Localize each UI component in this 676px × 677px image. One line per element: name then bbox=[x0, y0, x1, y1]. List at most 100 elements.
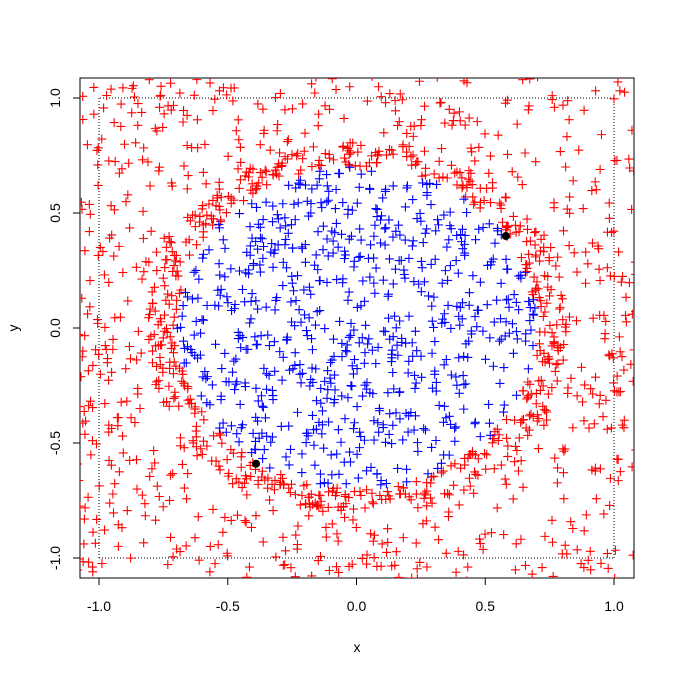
data-point-outer bbox=[532, 410, 542, 420]
data-point-inner bbox=[341, 479, 351, 489]
data-point-outer bbox=[421, 516, 431, 526]
data-point-inner bbox=[443, 275, 453, 285]
data-point-outer bbox=[465, 481, 475, 491]
data-point-outer bbox=[199, 415, 209, 425]
data-point-outer bbox=[104, 455, 114, 465]
data-point-outer bbox=[93, 250, 103, 260]
data-point-inner bbox=[380, 186, 390, 196]
data-point-outer bbox=[153, 320, 163, 330]
data-point-inner bbox=[373, 418, 383, 428]
data-point-outer bbox=[207, 214, 217, 224]
data-point-inner bbox=[412, 214, 422, 224]
data-point-outer bbox=[161, 324, 171, 334]
data-point-inner bbox=[453, 268, 463, 278]
data-point-outer bbox=[168, 369, 178, 379]
data-point-outer bbox=[555, 147, 565, 157]
data-point-outer bbox=[167, 291, 177, 301]
data-point-outer bbox=[345, 138, 355, 148]
data-point-inner bbox=[363, 253, 373, 263]
data-point-outer bbox=[456, 463, 466, 473]
data-point-outer bbox=[83, 309, 93, 319]
data-point-inner bbox=[329, 351, 339, 361]
data-point-inner bbox=[324, 186, 334, 196]
data-point-outer bbox=[542, 298, 552, 308]
data-point-outer bbox=[429, 169, 439, 179]
data-point-outer bbox=[402, 152, 412, 162]
data-point-outer bbox=[138, 206, 148, 216]
data-point-inner bbox=[427, 316, 437, 326]
data-point-outer bbox=[80, 503, 90, 513]
data-point-outer bbox=[80, 479, 84, 482]
data-point-inner bbox=[337, 352, 347, 362]
data-point-inner bbox=[347, 205, 357, 215]
data-point-inner bbox=[369, 231, 379, 241]
data-point-outer bbox=[340, 491, 350, 501]
data-point-outer bbox=[609, 94, 619, 104]
data-point-inner bbox=[512, 390, 522, 400]
data-point-outer bbox=[629, 166, 634, 176]
data-point-outer bbox=[104, 156, 114, 166]
data-point-outer bbox=[158, 502, 168, 512]
data-point-inner bbox=[297, 368, 307, 378]
data-point-outer bbox=[356, 140, 366, 150]
data-point-outer bbox=[284, 483, 294, 493]
data-point-inner bbox=[507, 319, 517, 329]
data-point-outer bbox=[419, 146, 429, 156]
data-point-inner bbox=[397, 333, 407, 343]
data-point-outer bbox=[534, 339, 544, 349]
data-point-outer bbox=[412, 573, 422, 578]
data-point-outer bbox=[614, 332, 624, 342]
data-point-outer bbox=[151, 380, 161, 390]
data-point-outer bbox=[397, 95, 407, 105]
data-point-inner bbox=[383, 289, 393, 299]
data-point-outer bbox=[110, 313, 120, 323]
data-point-outer bbox=[579, 416, 589, 426]
data-point-outer bbox=[500, 192, 510, 202]
data-point-outer bbox=[141, 257, 151, 267]
data-point-outer bbox=[434, 156, 444, 166]
data-point-outer bbox=[177, 376, 187, 386]
data-point-outer bbox=[546, 243, 556, 253]
data-point-outer bbox=[484, 168, 494, 178]
data-point-outer bbox=[108, 344, 118, 354]
data-point-inner bbox=[514, 305, 524, 315]
data-point-outer bbox=[562, 132, 572, 142]
data-point-outer bbox=[93, 180, 103, 190]
data-point-inner bbox=[247, 199, 257, 209]
data-point-outer bbox=[522, 394, 532, 404]
data-point-inner bbox=[484, 399, 494, 409]
data-point-inner bbox=[270, 305, 280, 315]
data-point-inner bbox=[251, 383, 261, 393]
data-point-outer bbox=[246, 522, 256, 532]
data-point-inner bbox=[373, 342, 383, 352]
data-point-inner bbox=[378, 193, 388, 203]
data-point-outer bbox=[137, 490, 147, 500]
data-point-inner bbox=[244, 265, 254, 275]
data-point-inner bbox=[446, 323, 456, 333]
data-point-outer bbox=[107, 424, 117, 434]
data-point-outer bbox=[316, 496, 326, 506]
data-point-outer bbox=[156, 90, 166, 100]
data-point-outer bbox=[511, 539, 521, 549]
data-point-outer bbox=[452, 167, 462, 177]
data-point-inner bbox=[338, 198, 348, 208]
data-point-outer bbox=[287, 150, 297, 160]
data-point-outer bbox=[362, 559, 372, 569]
x-tick-label: 0.0 bbox=[347, 598, 367, 614]
data-point-outer bbox=[613, 454, 623, 464]
data-point-outer bbox=[516, 253, 526, 263]
data-point-inner bbox=[281, 452, 291, 462]
data-point-inner bbox=[528, 341, 538, 351]
data-point-outer bbox=[515, 221, 525, 231]
data-point-inner bbox=[354, 252, 364, 262]
data-point-outer bbox=[547, 537, 557, 547]
data-point-outer bbox=[398, 483, 408, 493]
data-point-inner bbox=[450, 423, 460, 433]
data-point-inner bbox=[258, 402, 268, 412]
data-point-inner bbox=[374, 427, 384, 437]
data-point-outer bbox=[174, 401, 184, 411]
data-point-outer bbox=[223, 191, 233, 201]
data-point-outer bbox=[84, 227, 94, 237]
data-point-inner bbox=[220, 243, 230, 253]
data-point-inner bbox=[459, 404, 469, 414]
